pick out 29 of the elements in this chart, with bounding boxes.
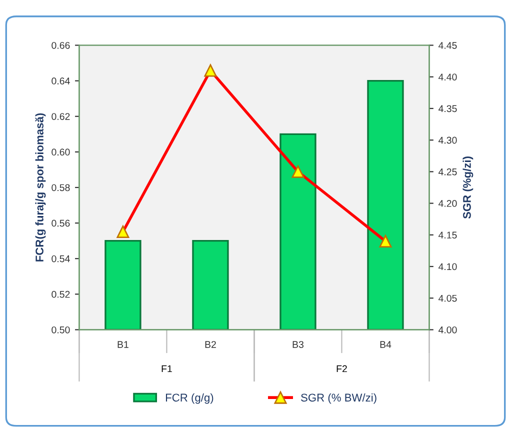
y2-tick-label: 4.40	[438, 74, 457, 80]
legend-label: FCR (g/g)	[166, 393, 214, 404]
y2-tick-label: 4.00	[438, 326, 457, 334]
y2-tick-label: 4.35	[438, 105, 457, 112]
y2-tick-label: 4.45	[438, 42, 457, 49]
x-tick-label: B2	[205, 341, 216, 348]
text: F1	[162, 365, 172, 372]
y2-tick-label: 4.10	[438, 263, 457, 270]
text: F2	[336, 365, 347, 372]
y-tick-label: 0.52	[52, 290, 70, 298]
y-tick-label: 0.56	[52, 220, 70, 227]
y2-tick-label: 4.05	[438, 294, 457, 302]
y2-tick-label: 4.30	[438, 136, 457, 144]
y2-tick-label: 4.15	[438, 232, 457, 239]
y-tick-label: 0.64	[52, 78, 70, 84]
y2-tick-label: 4.25	[438, 168, 457, 176]
x-tick-label: B3	[292, 341, 304, 348]
y2-axis-title: SGR (%g/zi)	[462, 156, 474, 219]
y-tick-label: 0.66	[52, 42, 70, 49]
y-tick-label: 0.50	[52, 326, 70, 334]
y2-tick-label: 4.20	[438, 200, 457, 207]
y-tick-label: 0.60	[52, 148, 70, 156]
y-tick-label: 0.58	[52, 184, 70, 192]
legend-label: SGR (% BW/zi)	[301, 393, 376, 404]
y-tick-label: 0.54	[52, 255, 70, 262]
x-tick-label: B4	[380, 341, 392, 348]
x-tick-label: B1	[118, 341, 128, 348]
y-tick-label: 0.62	[52, 113, 70, 120]
y-axis-title: FCR(g furaj/g spor biomasă)	[35, 113, 46, 262]
